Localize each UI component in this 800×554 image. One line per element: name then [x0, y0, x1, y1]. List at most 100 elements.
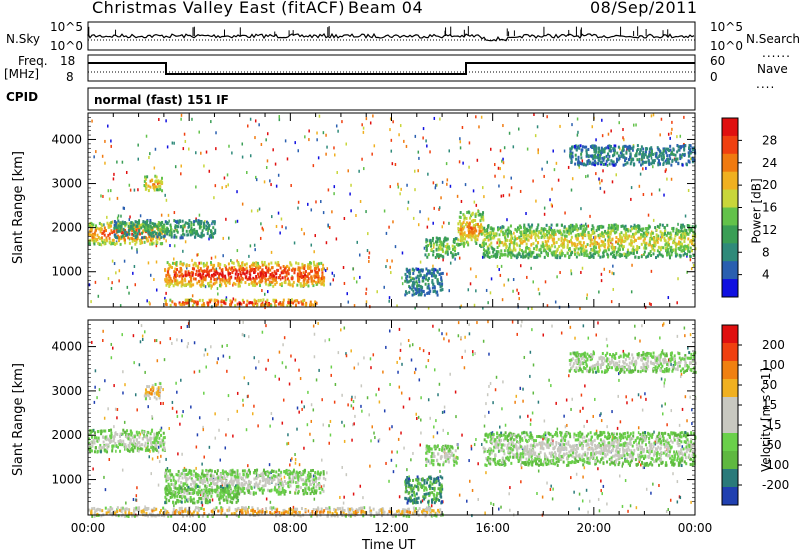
range-cell	[167, 272, 170, 276]
scatter-point	[482, 186, 484, 190]
scatter-point	[115, 449, 117, 453]
range-cell	[404, 293, 407, 297]
range-cell	[310, 279, 313, 283]
range-cell	[234, 268, 237, 272]
scatter-point	[215, 147, 217, 151]
range-cell	[194, 272, 197, 276]
range-cell	[677, 148, 680, 152]
range-cell	[491, 236, 494, 240]
range-cell	[181, 272, 184, 276]
range-cell	[630, 239, 633, 243]
range-cell	[622, 163, 625, 167]
range-cell	[265, 274, 268, 278]
range-cell	[427, 284, 430, 288]
range-cell	[430, 274, 433, 278]
range-cell	[201, 298, 204, 302]
range-cell	[135, 224, 138, 228]
range-cell	[486, 235, 489, 239]
range-cell	[445, 248, 448, 252]
range-cell	[619, 254, 622, 258]
range-cell	[693, 146, 696, 150]
scatter-point	[432, 181, 435, 185]
scatter-point	[504, 423, 507, 427]
scatter-point	[195, 151, 197, 155]
range-cell	[621, 239, 624, 243]
range-cell	[277, 261, 280, 265]
range-cell	[158, 180, 161, 184]
range-cell	[647, 226, 650, 230]
range-cell	[244, 281, 247, 285]
scatter-point	[176, 414, 179, 418]
range-cell	[261, 274, 264, 278]
scatter-point	[554, 300, 557, 304]
range-cell	[643, 160, 646, 164]
range-cell	[677, 162, 680, 166]
range-cell	[489, 237, 492, 241]
scatter-point	[432, 264, 434, 268]
scatter-point	[445, 332, 448, 336]
range-cell	[655, 151, 658, 155]
range-cell	[268, 280, 271, 284]
range-cell	[234, 276, 237, 280]
range-cell	[655, 233, 658, 237]
scatter-point	[391, 259, 393, 263]
scatter-point	[472, 350, 474, 354]
scatter-point	[226, 173, 229, 177]
scatter-point	[215, 267, 218, 271]
range-cell	[559, 230, 562, 234]
scatter-point	[670, 409, 673, 413]
scatter-point	[110, 139, 112, 143]
range-cell	[580, 247, 583, 251]
range-cell	[679, 245, 682, 249]
range-cell	[677, 246, 680, 250]
range-cell	[471, 227, 474, 231]
range-cell	[261, 260, 264, 264]
range-cell	[627, 158, 630, 162]
range-cell	[607, 246, 610, 250]
scatter-point	[287, 441, 290, 445]
range-cell	[128, 241, 131, 245]
range-cell	[470, 229, 473, 233]
scatter-point	[680, 358, 682, 362]
scatter-point	[541, 167, 543, 171]
range-cell	[156, 223, 159, 227]
scatter-point	[144, 505, 146, 509]
range-cell	[644, 153, 647, 157]
range-cell	[270, 261, 273, 265]
scatter-point	[378, 438, 381, 442]
range-cell	[523, 229, 526, 233]
range-cell	[408, 271, 411, 275]
scatter-point	[650, 192, 653, 196]
range-cell	[415, 280, 418, 284]
scatter-point	[278, 115, 281, 119]
y-tick-label: 4000	[51, 132, 82, 146]
range-cell	[426, 291, 429, 295]
range-cell	[129, 226, 132, 230]
range-cell	[208, 274, 211, 278]
scatter-point	[180, 113, 183, 117]
scatter-point	[529, 418, 532, 422]
range-cell	[680, 233, 683, 237]
range-cell	[542, 245, 545, 249]
scatter-point	[595, 138, 597, 142]
range-cell	[656, 254, 659, 258]
range-cell	[569, 223, 572, 227]
range-cell	[228, 277, 231, 281]
scatter-point	[294, 458, 297, 462]
scatter-point	[625, 395, 627, 399]
range-cell	[190, 221, 193, 225]
range-cell	[240, 280, 243, 284]
range-cell	[259, 278, 262, 282]
range-cell	[507, 249, 510, 253]
range-cell	[586, 253, 589, 257]
range-cell	[111, 231, 114, 235]
range-cell	[220, 268, 223, 272]
range-cell	[617, 154, 620, 158]
range-cell	[648, 225, 651, 229]
range-cell	[210, 232, 213, 236]
range-cell	[253, 263, 256, 267]
range-cell	[418, 274, 421, 278]
range-cell	[508, 242, 511, 246]
range-cell	[446, 250, 449, 254]
scatter-point	[421, 499, 424, 503]
